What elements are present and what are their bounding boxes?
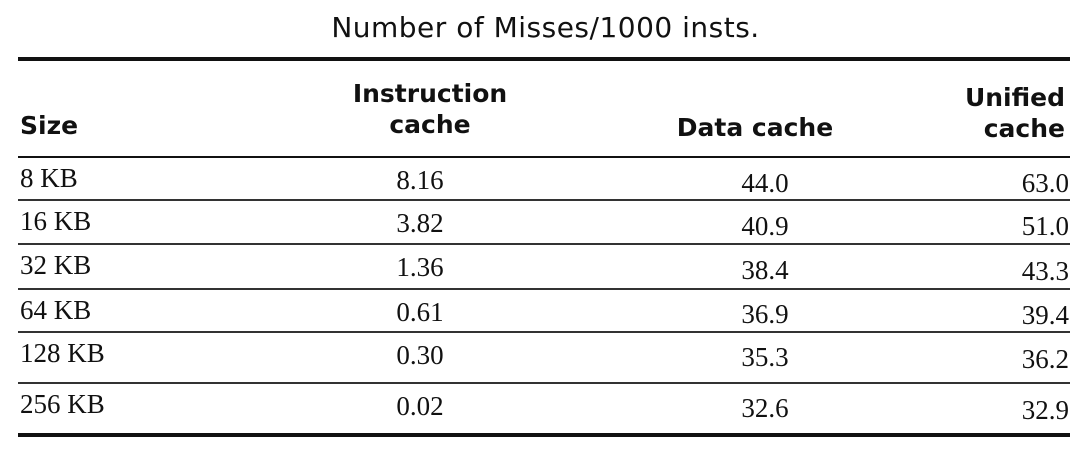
cell-unified: 51.0 — [1021, 211, 1069, 241]
header-rule — [18, 156, 1070, 158]
cell-unified: 43.3 — [1021, 256, 1069, 286]
row-rule — [18, 288, 1070, 290]
cell-data: 44.0 — [741, 168, 789, 198]
table-title: Number of Misses/1000 insts. — [331, 11, 760, 44]
row-rule — [18, 331, 1070, 333]
cell-instruction: 0.30 — [396, 340, 444, 370]
cell-instruction: 0.61 — [396, 297, 444, 327]
header-instruction-line1: Instruction — [352, 79, 508, 108]
cell-size: 128 KB — [20, 338, 105, 368]
header-size: Size — [20, 111, 79, 140]
row-rule — [18, 199, 1070, 201]
row-rule — [18, 243, 1070, 245]
cell-data: 32.6 — [741, 393, 789, 423]
cell-size: 8 KB — [20, 163, 78, 193]
cell-instruction: 3.82 — [396, 208, 444, 238]
cell-instruction: 1.36 — [396, 252, 444, 282]
cell-unified: 36.2 — [1021, 344, 1069, 374]
cell-size: 256 KB — [20, 389, 105, 419]
header-unified-cache: Unified cache — [965, 82, 1065, 144]
cell-data: 35.3 — [741, 342, 789, 372]
header-instruction-cache: Instruction cache — [330, 78, 530, 140]
header-unified-line1: Unified — [964, 83, 1065, 112]
cell-instruction: 0.02 — [396, 391, 444, 421]
cell-instruction: 8.16 — [396, 165, 444, 195]
row-rule — [18, 382, 1070, 384]
header-unified-line2: cache — [983, 114, 1065, 143]
top-rule — [18, 57, 1070, 61]
bottom-rule — [18, 433, 1070, 437]
cell-size: 32 KB — [20, 250, 92, 280]
cell-unified: 39.4 — [1021, 300, 1069, 330]
header-data-cache: Data cache — [676, 113, 834, 142]
cell-data: 38.4 — [741, 255, 789, 285]
header-instruction-line2: cache — [389, 110, 471, 139]
cell-data: 40.9 — [741, 211, 789, 241]
cell-data: 36.9 — [741, 299, 789, 329]
cell-size: 16 KB — [20, 206, 92, 236]
cell-unified: 63.0 — [1021, 168, 1069, 198]
cell-size: 64 KB — [20, 295, 92, 325]
cell-unified: 32.9 — [1021, 395, 1069, 425]
